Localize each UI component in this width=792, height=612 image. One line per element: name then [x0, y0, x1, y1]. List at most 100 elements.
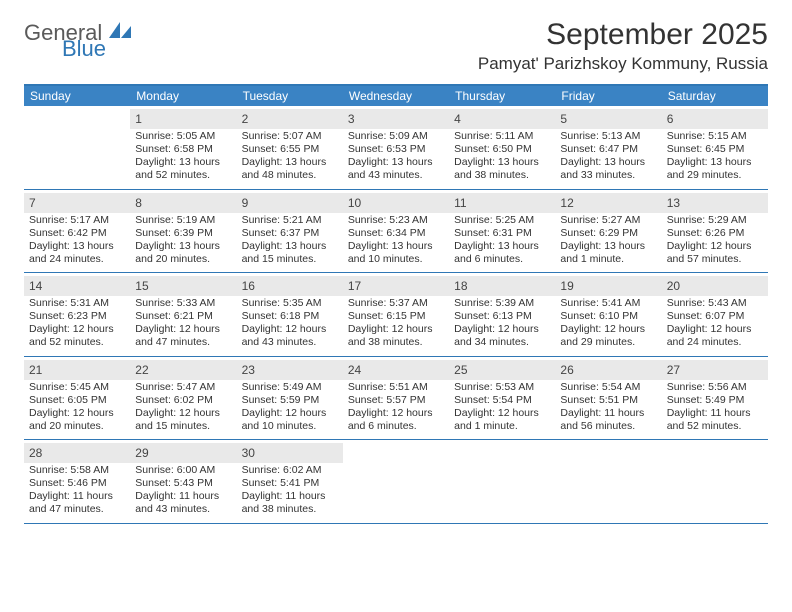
- sunrise-text: Sunrise: 5:17 AM: [29, 214, 125, 227]
- daylight-text: Daylight: 12 hours and 1 minute.: [454, 407, 550, 433]
- day-number: 7: [29, 196, 36, 210]
- sunset-text: Sunset: 6:53 PM: [348, 143, 444, 156]
- day-number: 8: [135, 196, 142, 210]
- sunrise-text: Sunrise: 5:31 AM: [29, 297, 125, 310]
- day-cell: 19Sunrise: 5:41 AMSunset: 6:10 PMDayligh…: [555, 273, 661, 356]
- sunset-text: Sunset: 6:34 PM: [348, 227, 444, 240]
- sunset-text: Sunset: 6:29 PM: [560, 227, 656, 240]
- day-cell: 15Sunrise: 5:33 AMSunset: 6:21 PMDayligh…: [130, 273, 236, 356]
- sunrise-text: Sunrise: 5:11 AM: [454, 130, 550, 143]
- day-cell: 30Sunrise: 6:02 AMSunset: 5:41 PMDayligh…: [237, 440, 343, 523]
- sunrise-text: Sunrise: 5:19 AM: [135, 214, 231, 227]
- daylight-text: Daylight: 12 hours and 24 minutes.: [667, 323, 763, 349]
- daylight-text: Daylight: 13 hours and 33 minutes.: [560, 156, 656, 182]
- day-cell: 6Sunrise: 5:15 AMSunset: 6:45 PMDaylight…: [662, 106, 768, 189]
- sunrise-text: Sunrise: 5:07 AM: [242, 130, 338, 143]
- day-number: 29: [135, 446, 148, 460]
- day-number: 4: [454, 112, 461, 126]
- daylight-text: Daylight: 13 hours and 1 minute.: [560, 240, 656, 266]
- day-number: 12: [560, 196, 573, 210]
- brand-logo: General Blue: [24, 22, 131, 60]
- daylight-text: Daylight: 12 hours and 57 minutes.: [667, 240, 763, 266]
- sunset-text: Sunset: 5:51 PM: [560, 394, 656, 407]
- day-cell: 4Sunrise: 5:11 AMSunset: 6:50 PMDaylight…: [449, 106, 555, 189]
- sunrise-text: Sunrise: 5:09 AM: [348, 130, 444, 143]
- day-cell: 29Sunrise: 6:00 AMSunset: 5:43 PMDayligh…: [130, 440, 236, 523]
- day-cell: 18Sunrise: 5:39 AMSunset: 6:13 PMDayligh…: [449, 273, 555, 356]
- sunset-text: Sunset: 6:13 PM: [454, 310, 550, 323]
- sunrise-text: Sunrise: 5:54 AM: [560, 381, 656, 394]
- sunset-text: Sunset: 6:21 PM: [135, 310, 231, 323]
- sunset-text: Sunset: 6:05 PM: [29, 394, 125, 407]
- sunrise-text: Sunrise: 5:53 AM: [454, 381, 550, 394]
- day-header: Saturday: [662, 86, 768, 106]
- day-cell: 26Sunrise: 5:54 AMSunset: 5:51 PMDayligh…: [555, 357, 661, 440]
- sunset-text: Sunset: 6:18 PM: [242, 310, 338, 323]
- day-number: 30: [242, 446, 255, 460]
- day-cell: 13Sunrise: 5:29 AMSunset: 6:26 PMDayligh…: [662, 190, 768, 273]
- day-cell: [449, 440, 555, 523]
- day-number: 19: [560, 279, 573, 293]
- sunset-text: Sunset: 6:37 PM: [242, 227, 338, 240]
- sunset-text: Sunset: 6:58 PM: [135, 143, 231, 156]
- header: General Blue September 2025 Pamyat' Pari…: [24, 18, 768, 74]
- day-number: 24: [348, 363, 361, 377]
- day-cell: 16Sunrise: 5:35 AMSunset: 6:18 PMDayligh…: [237, 273, 343, 356]
- daylight-text: Daylight: 12 hours and 6 minutes.: [348, 407, 444, 433]
- week-row: 1Sunrise: 5:05 AMSunset: 6:58 PMDaylight…: [24, 106, 768, 190]
- day-cell: 2Sunrise: 5:07 AMSunset: 6:55 PMDaylight…: [237, 106, 343, 189]
- day-number: 10: [348, 196, 361, 210]
- daylight-text: Daylight: 13 hours and 15 minutes.: [242, 240, 338, 266]
- day-number: 17: [348, 279, 361, 293]
- day-cell: 25Sunrise: 5:53 AMSunset: 5:54 PMDayligh…: [449, 357, 555, 440]
- sunset-text: Sunset: 5:43 PM: [135, 477, 231, 490]
- week-row: 7Sunrise: 5:17 AMSunset: 6:42 PMDaylight…: [24, 190, 768, 274]
- daylight-text: Daylight: 12 hours and 38 minutes.: [348, 323, 444, 349]
- day-header: Sunday: [24, 86, 130, 106]
- day-cell: 7Sunrise: 5:17 AMSunset: 6:42 PMDaylight…: [24, 190, 130, 273]
- sunset-text: Sunset: 5:46 PM: [29, 477, 125, 490]
- day-cell: [343, 440, 449, 523]
- daylight-text: Daylight: 12 hours and 52 minutes.: [29, 323, 125, 349]
- daylight-text: Daylight: 12 hours and 34 minutes.: [454, 323, 550, 349]
- day-number: 16: [242, 279, 255, 293]
- month-title: September 2025: [478, 18, 768, 52]
- week-row: 28Sunrise: 5:58 AMSunset: 5:46 PMDayligh…: [24, 440, 768, 524]
- sunrise-text: Sunrise: 5:49 AM: [242, 381, 338, 394]
- day-number: 18: [454, 279, 467, 293]
- sunset-text: Sunset: 6:50 PM: [454, 143, 550, 156]
- daylight-text: Daylight: 11 hours and 38 minutes.: [242, 490, 338, 516]
- sunrise-text: Sunrise: 5:45 AM: [29, 381, 125, 394]
- day-cell: 21Sunrise: 5:45 AMSunset: 6:05 PMDayligh…: [24, 357, 130, 440]
- day-number: 26: [560, 363, 573, 377]
- day-cell: 14Sunrise: 5:31 AMSunset: 6:23 PMDayligh…: [24, 273, 130, 356]
- sunset-text: Sunset: 5:49 PM: [667, 394, 763, 407]
- daylight-text: Daylight: 13 hours and 48 minutes.: [242, 156, 338, 182]
- sunset-text: Sunset: 6:31 PM: [454, 227, 550, 240]
- day-number: 13: [667, 196, 680, 210]
- day-header: Wednesday: [343, 86, 449, 106]
- sunrise-text: Sunrise: 5:35 AM: [242, 297, 338, 310]
- day-cell: 5Sunrise: 5:13 AMSunset: 6:47 PMDaylight…: [555, 106, 661, 189]
- day-number: 22: [135, 363, 148, 377]
- sunrise-text: Sunrise: 5:29 AM: [667, 214, 763, 227]
- sunrise-text: Sunrise: 5:05 AM: [135, 130, 231, 143]
- day-cell: 27Sunrise: 5:56 AMSunset: 5:49 PMDayligh…: [662, 357, 768, 440]
- sunset-text: Sunset: 5:59 PM: [242, 394, 338, 407]
- day-cell: 3Sunrise: 5:09 AMSunset: 6:53 PMDaylight…: [343, 106, 449, 189]
- week-row: 21Sunrise: 5:45 AMSunset: 6:05 PMDayligh…: [24, 357, 768, 441]
- sunset-text: Sunset: 6:45 PM: [667, 143, 763, 156]
- daylight-text: Daylight: 12 hours and 10 minutes.: [242, 407, 338, 433]
- sunset-text: Sunset: 6:23 PM: [29, 310, 125, 323]
- sunrise-text: Sunrise: 5:51 AM: [348, 381, 444, 394]
- day-number: 28: [29, 446, 42, 460]
- daylight-text: Daylight: 13 hours and 24 minutes.: [29, 240, 125, 266]
- day-header: Tuesday: [237, 86, 343, 106]
- sunset-text: Sunset: 5:41 PM: [242, 477, 338, 490]
- daylight-text: Daylight: 11 hours and 47 minutes.: [29, 490, 125, 516]
- day-number: 3: [348, 112, 355, 126]
- sunset-text: Sunset: 6:15 PM: [348, 310, 444, 323]
- sunset-text: Sunset: 6:10 PM: [560, 310, 656, 323]
- day-cell: 1Sunrise: 5:05 AMSunset: 6:58 PMDaylight…: [130, 106, 236, 189]
- day-cell: [662, 440, 768, 523]
